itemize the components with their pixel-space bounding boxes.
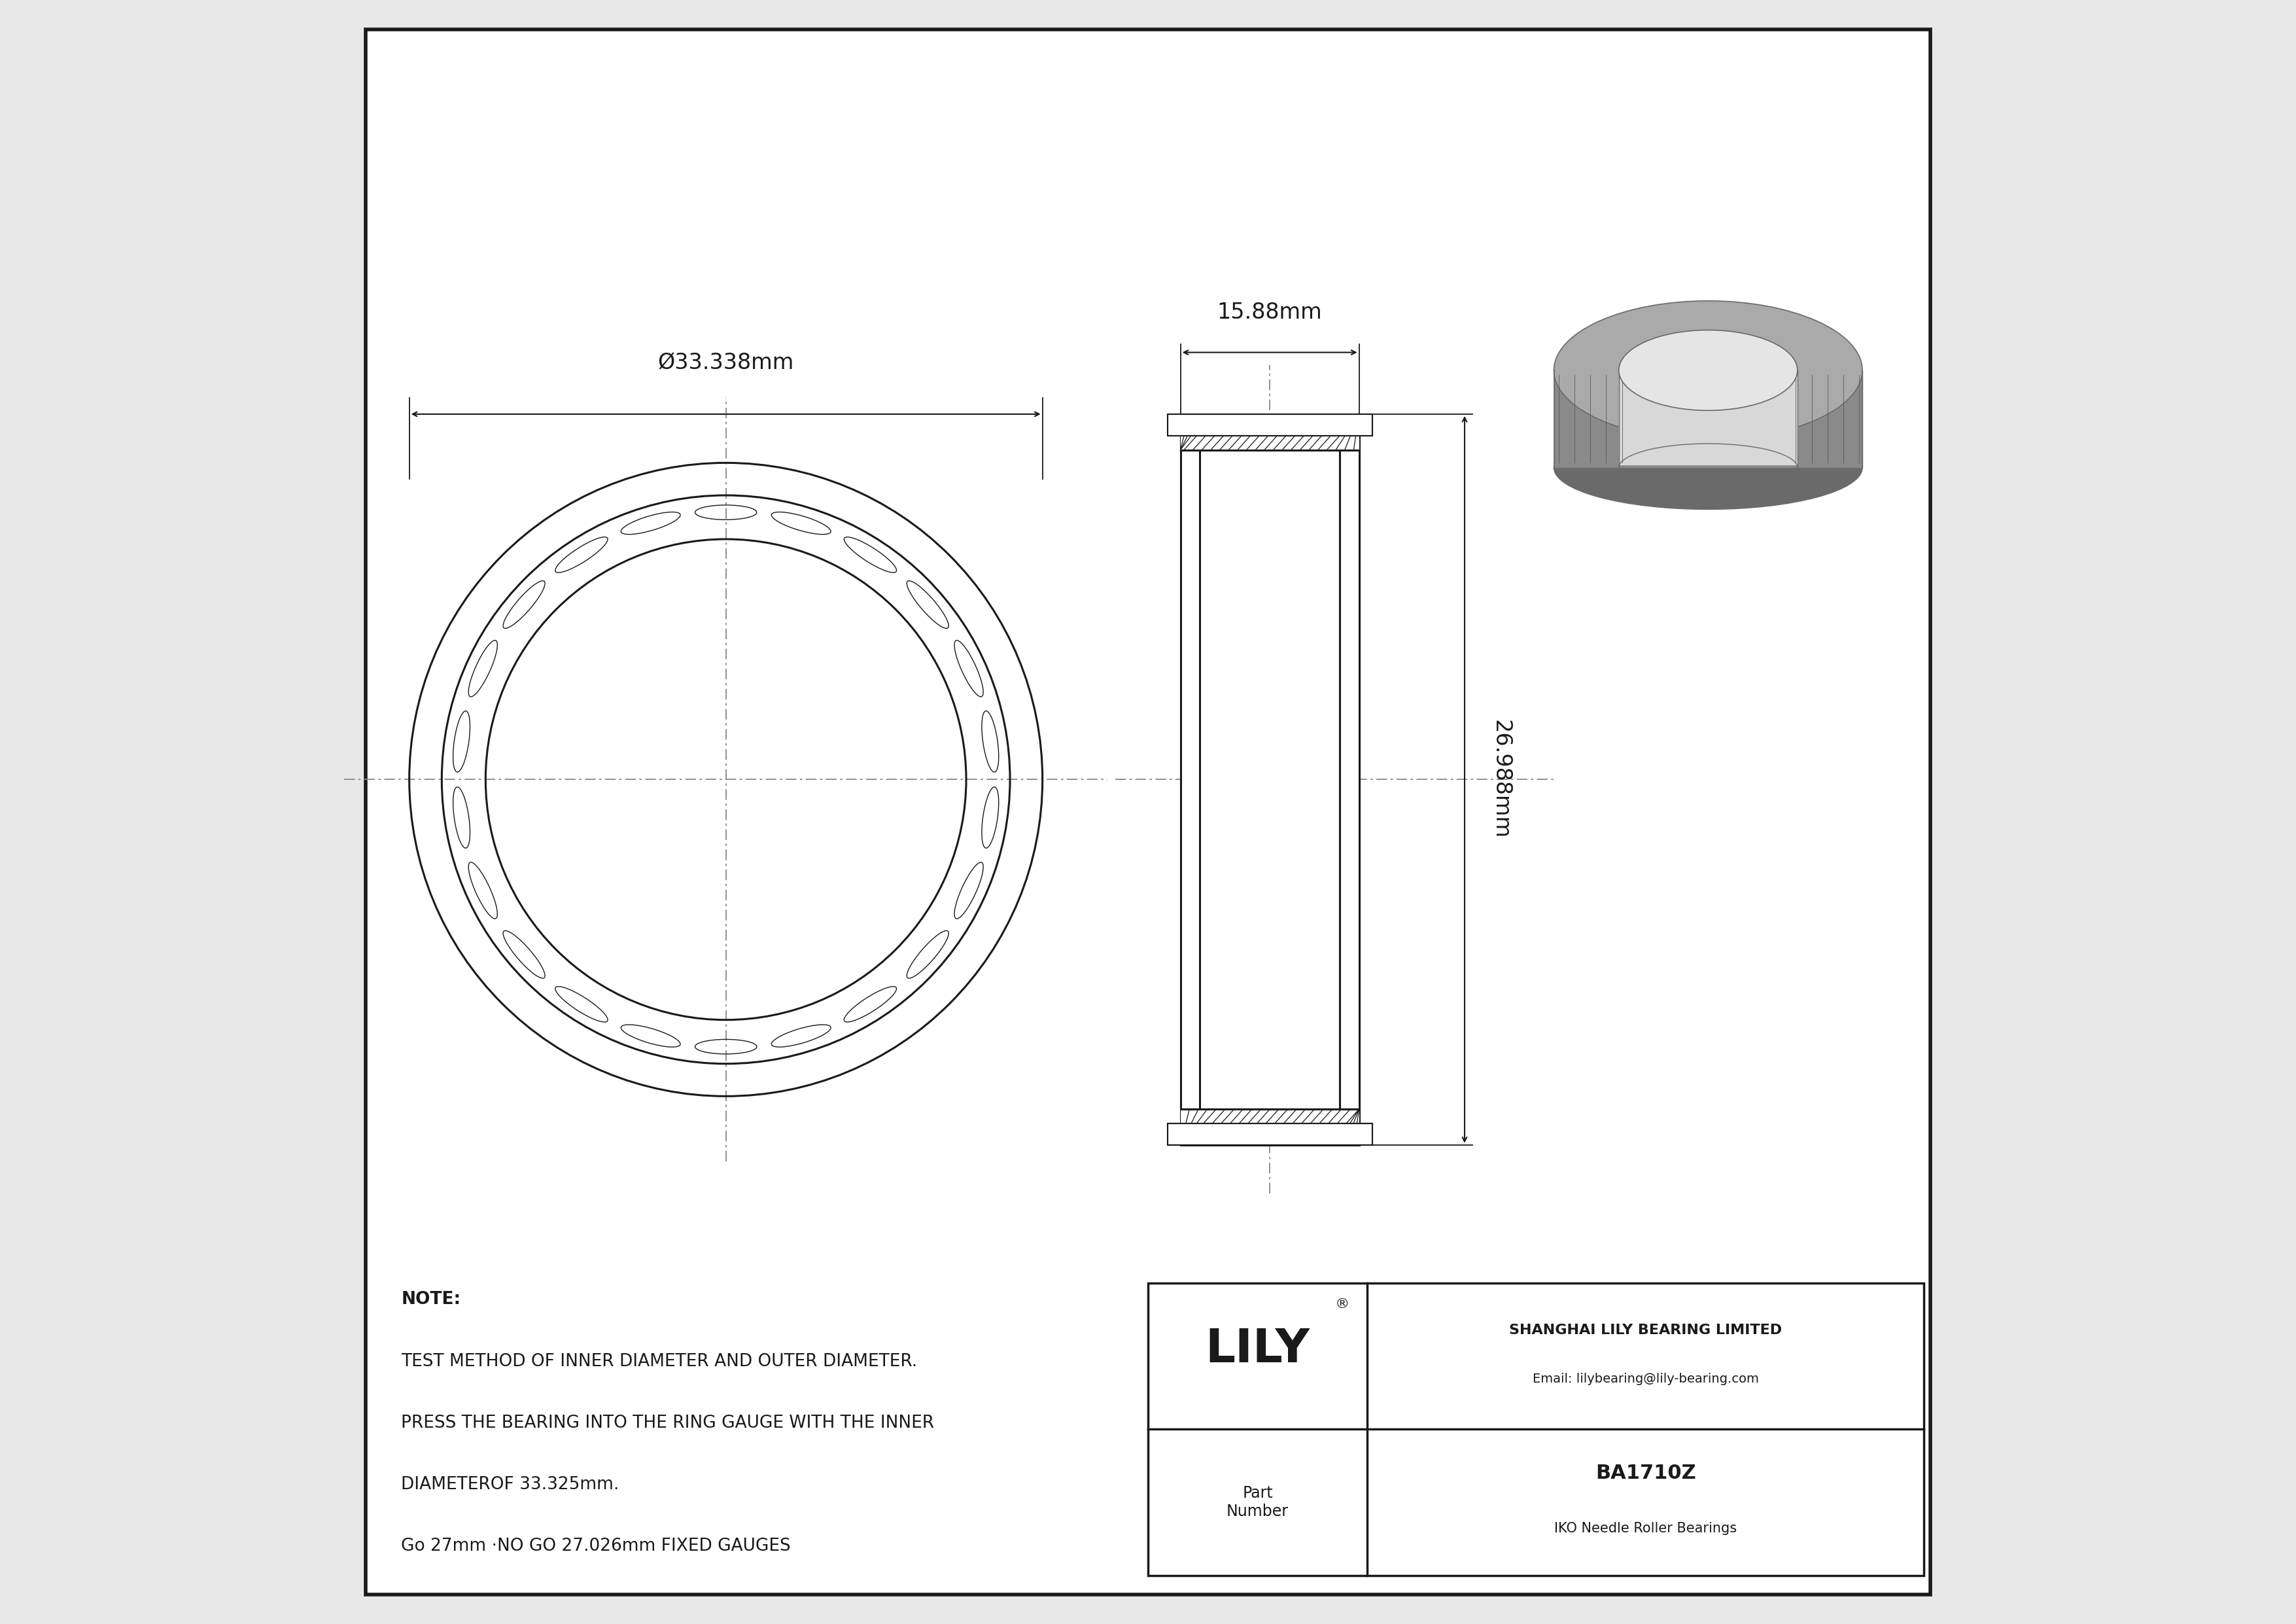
Text: 15.88mm: 15.88mm — [1217, 302, 1322, 323]
Ellipse shape — [1554, 300, 1862, 440]
Text: Part
Number: Part Number — [1226, 1486, 1288, 1518]
Bar — [1180, 414, 1359, 450]
Bar — [1166, 1124, 1373, 1145]
Text: LILY: LILY — [1205, 1327, 1311, 1372]
Bar — [1166, 414, 1373, 435]
Bar — [1180, 1109, 1359, 1145]
Polygon shape — [1619, 374, 1798, 464]
Ellipse shape — [1554, 425, 1862, 510]
Text: DIAMETEROF 33.325mm.: DIAMETEROF 33.325mm. — [402, 1476, 620, 1492]
Text: PRESS THE BEARING INTO THE RING GAUGE WITH THE INNER: PRESS THE BEARING INTO THE RING GAUGE WI… — [402, 1415, 934, 1431]
Polygon shape — [1554, 370, 1862, 468]
Text: Email: lilybearing@lily-bearing.com: Email: lilybearing@lily-bearing.com — [1531, 1372, 1759, 1385]
Text: Go 27mm ·NO GO 27.026mm FIXED GAUGES: Go 27mm ·NO GO 27.026mm FIXED GAUGES — [402, 1538, 790, 1554]
Text: 26.988mm: 26.988mm — [1490, 719, 1511, 840]
Bar — [1339, 450, 1359, 1109]
Text: BA1710Z: BA1710Z — [1596, 1463, 1697, 1483]
Text: IKO Needle Roller Bearings: IKO Needle Roller Bearings — [1554, 1522, 1736, 1535]
Ellipse shape — [1619, 330, 1798, 411]
Bar — [1148, 1283, 1924, 1575]
Bar — [1180, 414, 1359, 1145]
Bar — [1180, 450, 1201, 1109]
Text: ®: ® — [1334, 1298, 1350, 1311]
Text: TEST METHOD OF INNER DIAMETER AND OUTER DIAMETER.: TEST METHOD OF INNER DIAMETER AND OUTER … — [402, 1353, 918, 1369]
Text: SHANGHAI LILY BEARING LIMITED: SHANGHAI LILY BEARING LIMITED — [1508, 1324, 1782, 1337]
Text: NOTE:: NOTE: — [402, 1291, 461, 1307]
Text: Ø33.338mm: Ø33.338mm — [657, 352, 794, 374]
